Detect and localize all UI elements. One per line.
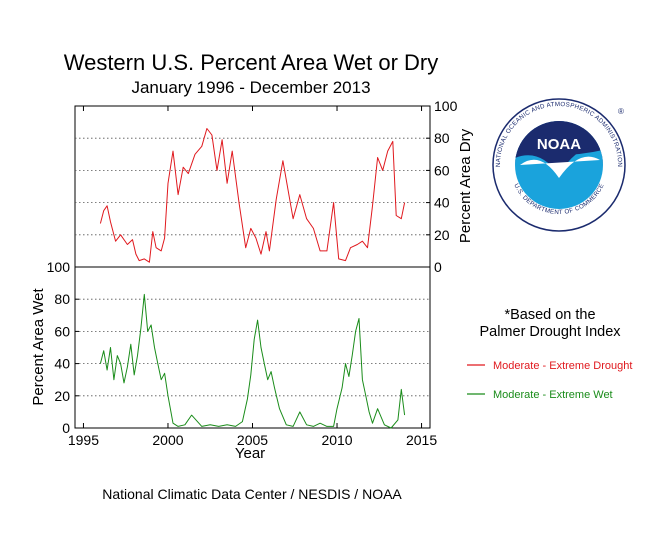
top-y-tick-label: 60	[434, 162, 450, 178]
drought-series-line	[99, 128, 406, 263]
bottom-y-tick-label: 100	[47, 259, 71, 275]
bottom-y-tick-label: 40	[54, 356, 70, 372]
credit-line: National Climatic Data Center / NESDIS /…	[102, 486, 402, 502]
legend-wet-label: Moderate - Extreme Wet	[493, 389, 613, 401]
top-y-tick-label: 40	[434, 195, 450, 211]
top-y-axis-label: Percent Area Dry	[457, 128, 474, 243]
top-y-tick-label: 100	[434, 98, 458, 114]
chart-subtitle: January 1996 - December 2013	[131, 78, 370, 97]
top-y-tick-label: 80	[434, 130, 450, 146]
logo-wordmark: NOAA	[537, 136, 581, 153]
bottom-y-axis-label: Percent Area Wet	[30, 288, 47, 406]
x-tick-label: 2010	[321, 432, 352, 448]
x-tick-label: 2015	[406, 432, 437, 448]
note-line-1: *Based on the	[504, 307, 595, 323]
bottom-y-tick-label: 0	[62, 420, 70, 436]
bottom-panel-frame	[74, 266, 431, 429]
note-line-2: Palmer Drought Index	[479, 324, 621, 340]
wet-series-line	[99, 293, 406, 429]
bottom-y-tick-label: 60	[54, 323, 70, 339]
legend-dry-label: Moderate - Extreme Drought	[493, 360, 632, 372]
x-axis-label: Year	[235, 445, 265, 462]
legend: Moderate - Extreme Drought Moderate - Ex…	[467, 360, 632, 401]
x-tick-label: 2000	[152, 432, 183, 448]
noaa-logo: NOAA NATIONAL OCEANIC AND ATMOSPHERIC AD…	[492, 98, 626, 232]
x-tick-label: 2005	[237, 432, 268, 448]
chart-title: Western U.S. Percent Area Wet or Dry	[64, 50, 439, 75]
registered-mark: ®	[618, 107, 624, 116]
bottom-y-tick-label: 20	[54, 388, 70, 404]
bottom-y-tick-label: 80	[54, 291, 70, 307]
x-tick-label: 1995	[68, 432, 99, 448]
top-y-tick-label: 20	[434, 227, 450, 243]
top-panel-frame	[74, 105, 431, 268]
top-y-tick-label: 0	[434, 259, 442, 275]
